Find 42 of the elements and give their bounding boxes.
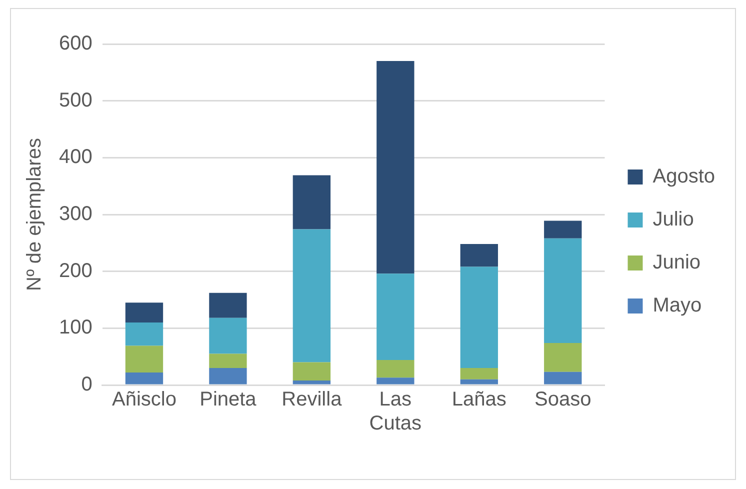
y-tick-label: 500 bbox=[58, 89, 92, 112]
legend-label: Julio bbox=[652, 208, 694, 231]
bar bbox=[292, 175, 331, 230]
bar bbox=[125, 302, 164, 322]
bar bbox=[125, 322, 164, 346]
bar bbox=[209, 354, 247, 368]
x-tick-label: Añisclo bbox=[112, 388, 176, 411]
bar bbox=[292, 229, 331, 362]
x-tick-label: Pineta bbox=[200, 388, 258, 411]
x-tick-label: Soaso bbox=[534, 388, 592, 411]
x-tick-label: Las Cutas bbox=[369, 388, 422, 435]
y-tick-label: 0 bbox=[81, 374, 92, 396]
bar bbox=[125, 372, 164, 384]
y-tick-label: 100 bbox=[58, 316, 92, 339]
y-tick-label: 600 bbox=[58, 32, 92, 55]
x-tick-label: Revilla bbox=[282, 388, 343, 411]
legend-label: Mayo bbox=[652, 294, 702, 317]
bar bbox=[292, 362, 331, 380]
bar bbox=[376, 360, 414, 378]
y-tick-label: 200 bbox=[58, 260, 92, 282]
legend-label: Junio bbox=[652, 252, 701, 274]
y-axis-title: Nº de ejemplares bbox=[24, 138, 46, 291]
y-tick-label: 300 bbox=[58, 203, 92, 226]
bar bbox=[544, 372, 582, 384]
bar bbox=[460, 244, 498, 267]
bar bbox=[209, 368, 247, 384]
bar bbox=[544, 220, 582, 238]
bar bbox=[125, 346, 164, 372]
bar bbox=[460, 266, 498, 368]
bar bbox=[376, 274, 414, 360]
bar bbox=[209, 318, 247, 354]
bar bbox=[544, 342, 582, 372]
bar bbox=[376, 61, 414, 274]
bar bbox=[460, 379, 498, 384]
y-tick-label: 400 bbox=[58, 146, 92, 168]
x-tick-label: Lañas bbox=[452, 388, 506, 411]
bar bbox=[209, 292, 247, 318]
bar bbox=[292, 380, 331, 384]
bar bbox=[376, 378, 414, 384]
bar bbox=[460, 368, 498, 380]
legend-label: Agosto bbox=[652, 166, 715, 188]
bar bbox=[544, 238, 582, 343]
